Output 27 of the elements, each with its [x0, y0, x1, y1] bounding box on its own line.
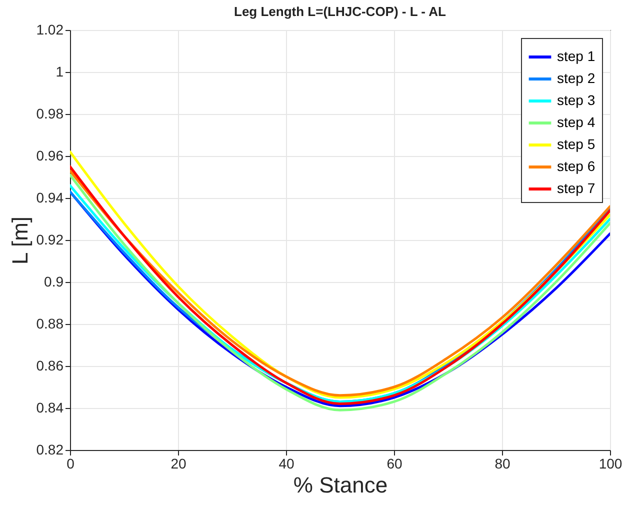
- legend-label: step 5: [557, 136, 596, 152]
- legend-label: step 2: [557, 70, 596, 86]
- x-tick-label: 60: [386, 456, 402, 472]
- y-tick-label: 0.86: [36, 358, 64, 374]
- legend-label: step 4: [557, 114, 596, 130]
- y-axis-title: L [m]: [7, 216, 32, 265]
- y-tick-label: 1: [56, 64, 64, 80]
- y-tick-label: 0.96: [36, 148, 64, 164]
- legend-label: step 6: [557, 158, 596, 174]
- legend-label: step 7: [557, 180, 596, 196]
- y-tick-label: 0.98: [36, 106, 64, 122]
- legend-label: step 1: [557, 48, 596, 64]
- x-tick-label: 40: [278, 456, 294, 472]
- y-tick-label: 0.88: [36, 316, 64, 332]
- y-tick-label: 0.9: [44, 274, 64, 290]
- x-axis-title: % Stance: [293, 472, 388, 498]
- y-tick-label: 0.94: [36, 190, 64, 206]
- y-tick-label: 1.02: [36, 22, 64, 38]
- x-tick-label: 0: [66, 456, 75, 472]
- y-tick-label: 0.84: [36, 400, 64, 416]
- x-tick-label: 80: [494, 456, 510, 472]
- legend-label: step 3: [557, 92, 596, 108]
- y-tick-label: 0.92: [36, 232, 64, 248]
- chart-title: Leg Length L=(LHJC-COP) - L - AL: [234, 4, 446, 19]
- x-tick-label: 100: [598, 456, 622, 472]
- x-tick-label: 20: [170, 456, 186, 472]
- y-tick-label: 0.82: [36, 442, 64, 458]
